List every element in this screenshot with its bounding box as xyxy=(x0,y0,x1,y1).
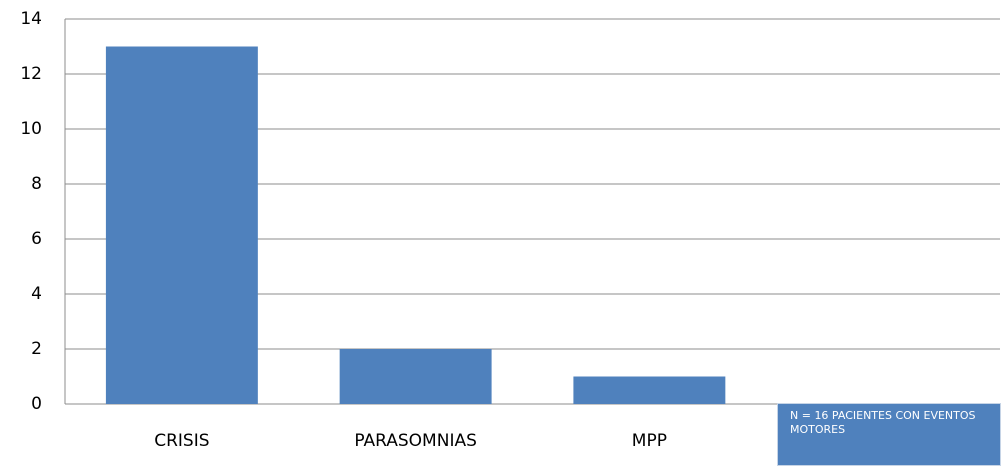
y-tick-label: 10 xyxy=(20,119,42,139)
y-tick-label: 2 xyxy=(31,339,42,359)
y-tick-label: 14 xyxy=(20,9,42,29)
bar xyxy=(105,46,258,404)
x-tick-label: MPP xyxy=(632,431,667,451)
bar xyxy=(339,349,492,404)
y-tick-label: 8 xyxy=(31,174,42,194)
annotation: N = 16 PACIENTES CON EVENTOS MOTORES xyxy=(777,403,1001,466)
y-tick-label: 12 xyxy=(20,64,42,84)
bar xyxy=(573,376,726,404)
y-tick-label: 0 xyxy=(31,394,42,414)
x-tick-label: CRISIS xyxy=(154,431,209,451)
y-tick-label: 6 xyxy=(31,229,42,249)
y-tick-label: 4 xyxy=(31,284,42,304)
x-tick-label: PARASOMNIAS xyxy=(354,431,477,451)
